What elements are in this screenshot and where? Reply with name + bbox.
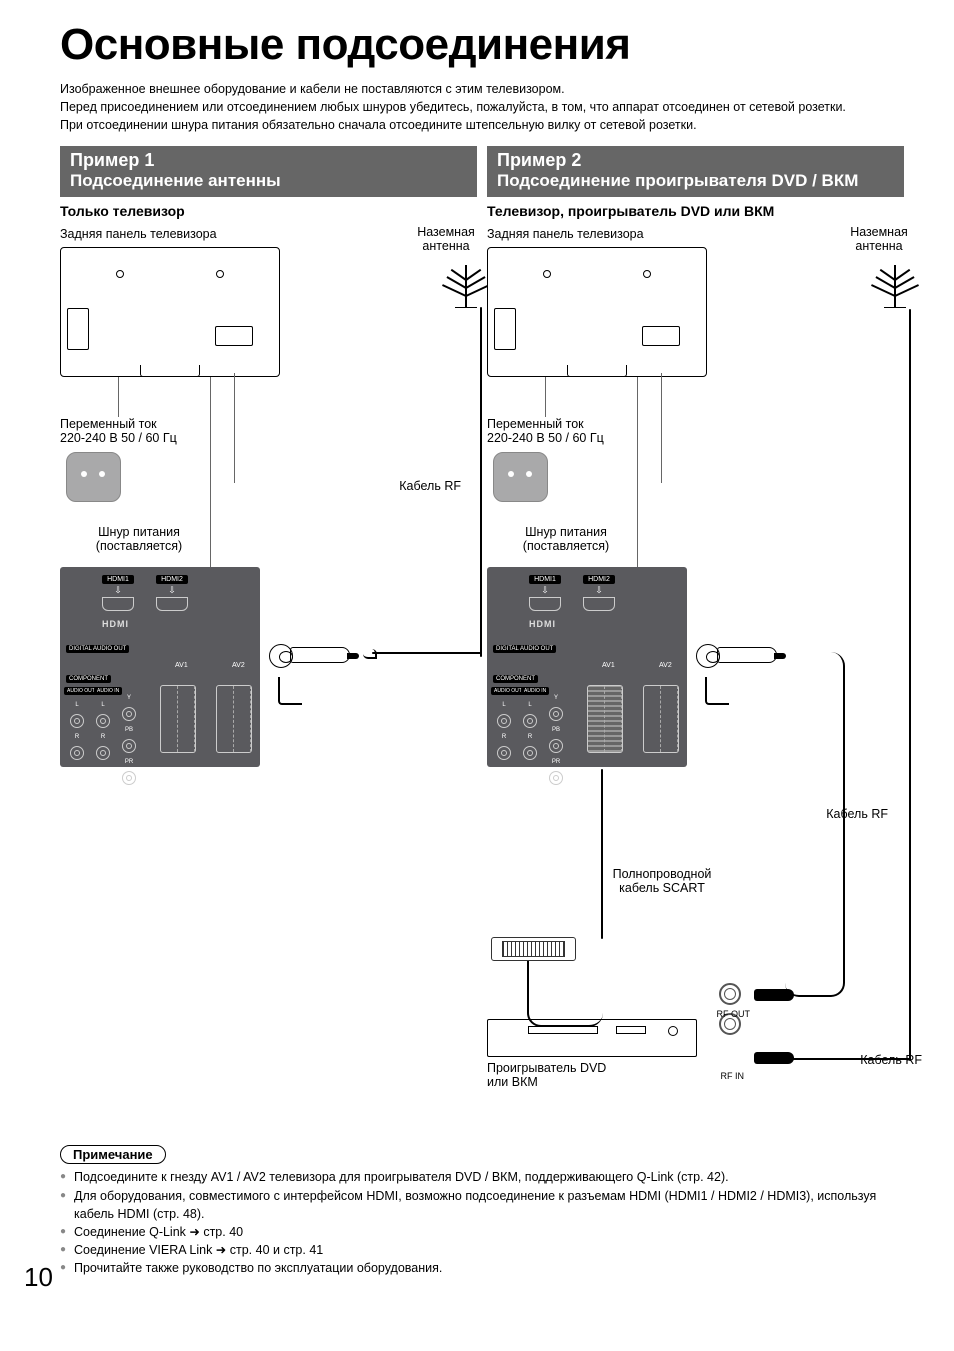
intro-paragraph: Изображенное внешнее оборудование и кабе… xyxy=(60,80,904,134)
conn-panel-icon2: HDMI1⇩ HDMI2⇩ HDMI DIGITAL AUDIO OUT COM… xyxy=(487,567,687,767)
r-label4: R xyxy=(528,734,532,740)
ac-line2: 220-240 В 50 / 60 Гц xyxy=(60,431,177,445)
antenna-label2: Наземная антенна xyxy=(844,225,914,253)
l-label4: L xyxy=(528,702,531,708)
note-item: Соединение VIERA Link ➜ стр. 40 и стр. 4… xyxy=(60,1241,904,1259)
example1-subtitle: Подсоединение антенны xyxy=(70,171,467,191)
cord-line1b: Шнур питания xyxy=(525,525,607,539)
intro-line: Изображенное внешнее оборудование и кабе… xyxy=(60,80,904,98)
antenna-icon xyxy=(441,255,491,310)
hdmi2-label: HDMI2 xyxy=(156,575,188,584)
note-section: Примечание Подсоедините к гнезду AV1 / A… xyxy=(60,1145,904,1277)
audio-in-label: AUDIO IN xyxy=(94,687,122,695)
rf-bracket-icon2 xyxy=(705,677,729,705)
y-label: Y xyxy=(127,695,131,701)
av1-label2: AV1 xyxy=(602,662,615,669)
tv-rear-panel-icon xyxy=(60,247,280,377)
ac-line1: Переменный ток xyxy=(60,417,157,431)
rf-plug-icon xyxy=(290,647,350,663)
pr-label: PR xyxy=(125,759,133,765)
pr-label2: PR xyxy=(552,759,560,765)
av2-label2: AV2 xyxy=(659,662,672,669)
example2-subtitle: Подсоединение проигрывателя DVD / ВКМ xyxy=(497,171,894,191)
example2-title: Пример 2 xyxy=(497,150,894,171)
note-title: Примечание xyxy=(60,1145,166,1164)
audio-out-label: AUDIO OUT xyxy=(64,687,98,695)
tv-rear-panel-icon2 xyxy=(487,247,707,377)
antenna-icon2 xyxy=(870,255,920,310)
example1-header: Пример 1 Подсоединение антенны xyxy=(60,146,477,197)
digital-audio-label2: DIGITAL AUDIO OUT xyxy=(493,645,556,653)
hdmi2-label2: HDMI2 xyxy=(583,575,615,584)
cord-line2b: (поставляется) xyxy=(523,539,609,553)
rf-plug-icon2 xyxy=(717,647,777,663)
power-plug-icon2 xyxy=(493,452,548,502)
scart-plug-icon xyxy=(491,937,576,961)
antenna-l2: антенна xyxy=(422,239,469,253)
l-label3: L xyxy=(502,702,505,708)
ac-label: Переменный ток 220-240 В 50 / 60 Гц xyxy=(60,417,177,445)
intro-line: При отсоединении шнура питания обязатель… xyxy=(60,116,904,134)
example2-section: Телевизор, проигрыватель DVD или ВКМ xyxy=(487,203,904,219)
note-item: Соединение Q-Link ➜ стр. 40 xyxy=(60,1223,904,1241)
power-cord-label: Шнур питания (поставляется) xyxy=(74,525,204,553)
hdmi-logo: HDMI xyxy=(102,619,129,629)
pb-label2: PB xyxy=(552,727,560,733)
hdmi1-label2: HDMI1 xyxy=(529,575,561,584)
ant2-l2: антенна xyxy=(855,239,902,253)
l-label: L xyxy=(75,702,78,708)
conn-panel-icon: HDMI1⇩ HDMI2⇩ HDMI DIGITAL AUDIO OUT COM… xyxy=(60,567,260,767)
scart-cable-label: Полнопроводной кабель SCART xyxy=(597,867,727,895)
example1-section: Только телевизор xyxy=(60,203,477,219)
hdmi1-label: HDMI1 xyxy=(102,575,134,584)
note-item: Для оборудования, совместимого с интерфе… xyxy=(60,1187,904,1223)
scart-l1: Полнопроводной xyxy=(613,867,712,881)
cord-line2: (поставляется) xyxy=(96,539,182,553)
ac-label2: Переменный ток 220-240 В 50 / 60 Гц xyxy=(487,417,604,445)
player-l2: или ВКМ xyxy=(487,1075,538,1089)
player-label: Проигрыватель DVD или ВКМ xyxy=(487,1061,606,1089)
component-label: COMPONENT xyxy=(66,675,111,683)
rf-jack-icon xyxy=(754,1052,794,1064)
dvd-player-icon xyxy=(487,1019,697,1057)
audio-in-label2: AUDIO IN xyxy=(521,687,549,695)
page-title: Основные подсоединения xyxy=(60,20,904,70)
antenna-l1: Наземная xyxy=(417,225,475,239)
rf-out-label: RF OUT xyxy=(717,1009,751,1019)
rf-jack-icon2 xyxy=(754,989,794,1001)
rf-bracket-icon xyxy=(278,677,302,705)
digital-audio-label: DIGITAL AUDIO OUT xyxy=(66,645,129,653)
player-l1: Проигрыватель DVD xyxy=(487,1061,606,1075)
component-label2: COMPONENT xyxy=(493,675,538,683)
r-label2: R xyxy=(101,734,105,740)
r-label: R xyxy=(75,734,79,740)
av1-label: AV1 xyxy=(175,662,188,669)
cord-line1: Шнур питания xyxy=(98,525,180,539)
hdmi-logo2: HDMI xyxy=(529,619,556,629)
ant2-l1: Наземная xyxy=(850,225,908,239)
rear-panel-label: Задняя панель телевизора xyxy=(60,227,217,241)
pb-label: PB xyxy=(125,727,133,733)
av2-label: AV2 xyxy=(232,662,245,669)
note-item: Прочитайте также руководство по эксплуат… xyxy=(60,1259,904,1277)
audio-out-label2: AUDIO OUT xyxy=(491,687,525,695)
l-label2: L xyxy=(101,702,104,708)
power-cord-label2: Шнур питания (поставляется) xyxy=(501,525,631,553)
r-label3: R xyxy=(502,734,506,740)
example2-header: Пример 2 Подсоединение проигрывателя DVD… xyxy=(487,146,904,197)
power-plug-icon xyxy=(66,452,121,502)
rf-cable-label: Кабель RF xyxy=(399,479,461,493)
intro-line: Перед присоединением или отсоединением л… xyxy=(60,98,904,116)
ac-line1b: Переменный ток xyxy=(487,417,584,431)
ac-line2b: 220-240 В 50 / 60 Гц xyxy=(487,431,604,445)
page-number: 10 xyxy=(24,1262,53,1293)
example1-title: Пример 1 xyxy=(70,150,467,171)
antenna-label: Наземная антенна xyxy=(411,225,481,253)
rf-cable-label3: Кабель RF xyxy=(860,1053,922,1067)
rf-in-label: RF IN xyxy=(721,1071,745,1081)
note-item: Подсоедините к гнезду AV1 / AV2 телевизо… xyxy=(60,1168,904,1186)
y-label2: Y xyxy=(554,695,558,701)
scart-l2: кабель SCART xyxy=(619,881,705,895)
rear-panel-label2: Задняя панель телевизора xyxy=(487,227,644,241)
